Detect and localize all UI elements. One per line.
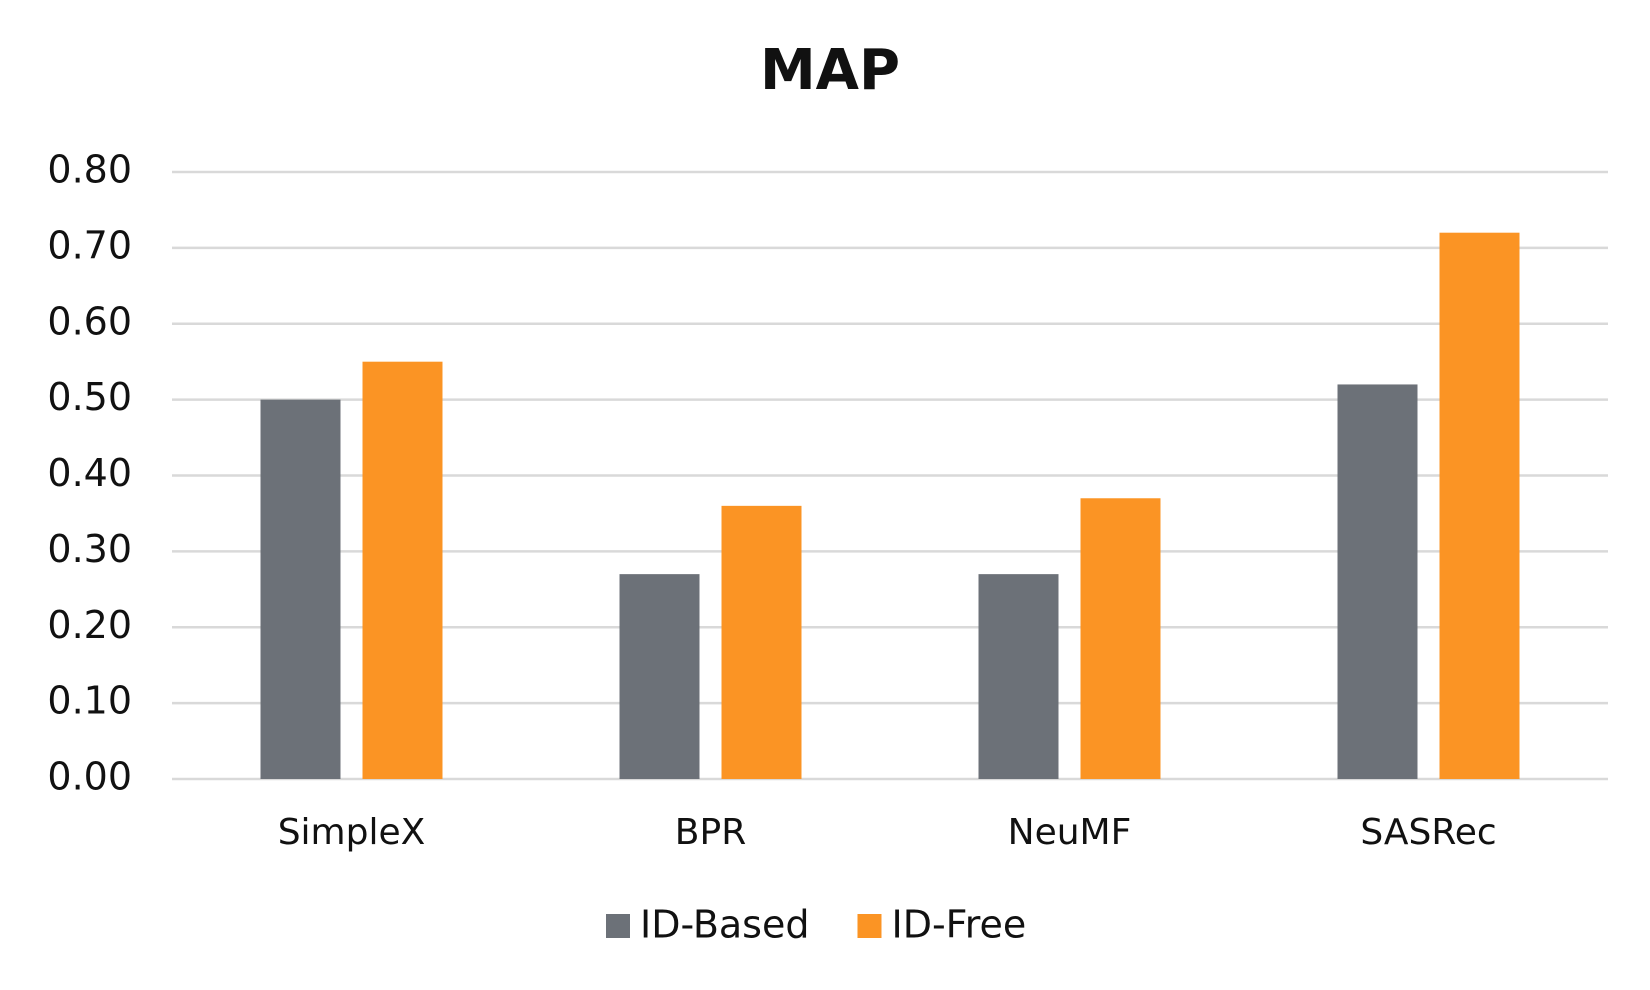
legend-label: ID-Based bbox=[640, 903, 809, 947]
bar bbox=[362, 361, 443, 779]
legend-swatch bbox=[857, 914, 882, 938]
x-tick-label: SASRec bbox=[1360, 812, 1496, 853]
y-tick-label: 0.10 bbox=[47, 679, 132, 723]
legend-label: ID-Free bbox=[891, 903, 1026, 947]
bar bbox=[619, 574, 700, 779]
y-tick-label: 0.70 bbox=[47, 223, 132, 267]
y-tick-label: 0.00 bbox=[47, 755, 132, 799]
chart-title: MAP bbox=[760, 38, 900, 103]
x-tick-label: SimpleX bbox=[278, 812, 426, 853]
legend-swatch bbox=[606, 914, 630, 938]
x-tick-label: NeuMF bbox=[1008, 812, 1132, 853]
bar bbox=[978, 574, 1059, 779]
y-tick-label: 0.30 bbox=[47, 527, 132, 571]
y-tick-label: 0.40 bbox=[47, 451, 132, 495]
x-tick-label: BPR bbox=[675, 812, 746, 853]
bar bbox=[260, 399, 341, 779]
y-tick-label: 0.20 bbox=[47, 603, 132, 647]
y-tick-label: 0.50 bbox=[47, 375, 132, 419]
y-tick-label: 0.80 bbox=[47, 148, 132, 192]
bar bbox=[721, 505, 802, 779]
bar bbox=[1080, 498, 1161, 779]
y-tick-label: 0.60 bbox=[47, 299, 132, 343]
bar bbox=[1439, 232, 1520, 779]
bar bbox=[1337, 384, 1418, 779]
